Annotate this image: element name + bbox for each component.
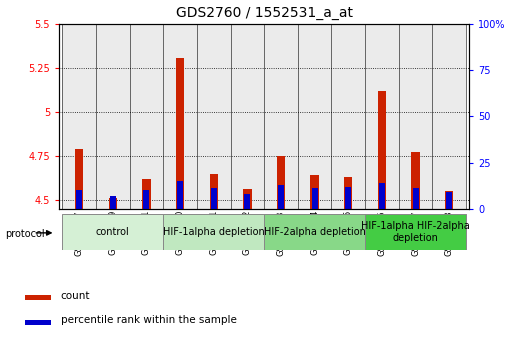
Bar xyxy=(244,194,250,209)
Bar xyxy=(365,214,466,250)
Bar xyxy=(310,175,319,209)
Bar xyxy=(163,214,264,250)
Bar xyxy=(311,188,318,209)
Bar xyxy=(144,190,149,209)
Bar xyxy=(432,24,466,209)
Bar xyxy=(344,177,352,209)
Bar xyxy=(264,24,298,209)
Bar xyxy=(96,24,130,209)
Bar xyxy=(211,188,217,209)
Bar xyxy=(25,320,51,325)
Bar xyxy=(110,196,116,209)
Bar xyxy=(331,24,365,209)
Text: percentile rank within the sample: percentile rank within the sample xyxy=(61,315,236,325)
Text: count: count xyxy=(61,290,90,300)
Text: HIF-1alpha HIF-2alpha
depletion: HIF-1alpha HIF-2alpha depletion xyxy=(361,221,470,243)
Bar xyxy=(445,191,453,209)
Bar xyxy=(277,156,285,209)
Bar xyxy=(378,91,386,209)
Bar xyxy=(278,185,284,209)
Title: GDS2760 / 1552531_a_at: GDS2760 / 1552531_a_at xyxy=(175,6,353,20)
Bar xyxy=(412,188,419,209)
Text: HIF-2alpha depletion: HIF-2alpha depletion xyxy=(264,227,366,237)
Bar xyxy=(365,24,399,209)
Bar xyxy=(243,189,251,209)
Bar xyxy=(76,190,82,209)
Text: protocol: protocol xyxy=(5,229,45,238)
Bar xyxy=(163,24,197,209)
Text: control: control xyxy=(96,227,130,237)
Bar xyxy=(130,24,163,209)
Text: HIF-1alpha depletion: HIF-1alpha depletion xyxy=(163,227,265,237)
Bar xyxy=(142,179,151,209)
Bar xyxy=(411,152,420,209)
Bar xyxy=(399,24,432,209)
Bar xyxy=(25,295,51,300)
Bar xyxy=(298,24,331,209)
Bar xyxy=(109,198,117,209)
Bar xyxy=(379,183,385,209)
Bar xyxy=(63,24,96,209)
Bar xyxy=(209,174,218,209)
Bar xyxy=(176,58,184,209)
Bar xyxy=(197,24,230,209)
Bar xyxy=(75,149,84,209)
Bar xyxy=(63,214,163,250)
Bar xyxy=(264,214,365,250)
Bar xyxy=(177,181,183,209)
Bar xyxy=(230,24,264,209)
Bar xyxy=(345,187,351,209)
Bar xyxy=(446,192,452,209)
